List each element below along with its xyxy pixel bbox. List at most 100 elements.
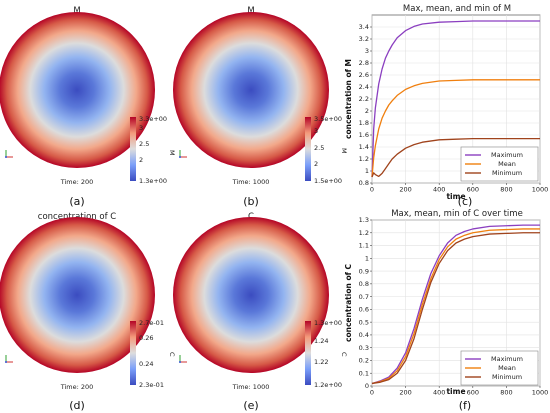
panel-e-caption: (e) (243, 399, 258, 412)
y-tick-label: 1.2 (359, 155, 369, 163)
chart-c: Max, mean, and min of M 0 200 400 600 800 100… (344, 4, 548, 208)
y-tick-label: 1 (365, 255, 369, 263)
chart-f: Max, mean, min of C over time 0 200 400 600… (344, 209, 548, 412)
panel-a-colorbar (130, 117, 136, 181)
colorbar-tick: 2 (314, 160, 318, 168)
y-tick-label: 0.8 (359, 280, 369, 288)
chart-f-title: Max, mean, min of C over time (391, 209, 523, 219)
chart-c-legend: Maximum Mean Minimum (460, 146, 539, 182)
y-tick-label: 2.8 (359, 59, 369, 67)
panel-a-caption: (a) (69, 195, 84, 208)
panel-d: concentration of C 2.7e-01 0.26 0.24 2.3… (0, 212, 176, 412)
panel-e-title: C (248, 212, 254, 222)
chart-c-ylabel: concentration of M (344, 59, 353, 139)
panel-b: M 3.5e+00 3 2.5 2 1.5e+00 M Time: 1000 (… (173, 6, 348, 208)
x-tick-label: 200 (399, 389, 411, 397)
panel-b-time: Time: 1000 (232, 178, 270, 186)
x-tick-label: 600 (467, 186, 479, 194)
colorbar-tick: 2.5 (314, 144, 324, 152)
y-tick-label: 0 (365, 382, 369, 390)
y-tick-label: 0.2 (359, 357, 369, 365)
y-tick-label: 1.8 (359, 119, 369, 127)
legend-mean: Mean (498, 364, 516, 372)
y-tick-label: 0.8 (359, 179, 369, 187)
series-line-minimum (371, 137, 540, 178)
panel-a: M 3.3e+00 3 2.5 2 1.3e+00 M Time: 200 (a… (0, 6, 176, 208)
x-tick-label: 800 (500, 389, 512, 397)
y-tick-label: 2 (365, 107, 369, 115)
axes-orientation-icon (5, 355, 13, 363)
legend-minimum: Minimum (492, 373, 522, 381)
chart-c-lines (371, 20, 540, 178)
panel-d-colorbar-ticks: 2.7e-01 0.26 0.24 2.3e-01 (139, 319, 164, 389)
y-tick-label: 3.4 (359, 23, 369, 31)
panel-a-colorbar-ticks: 3.3e+00 3 2.5 2 1.3e+00 (139, 115, 167, 185)
panel-e-disc (173, 217, 329, 373)
panel-e-colorbar-label: C (340, 352, 348, 357)
y-tick-label: 1.3 (359, 216, 369, 224)
panel-d-caption: (d) (69, 399, 85, 412)
x-tick-label: 800 (500, 186, 512, 194)
series-line-maximum (371, 20, 540, 178)
colorbar-tick: 1.22 (314, 358, 328, 366)
panel-d-title: concentration of C (38, 212, 116, 222)
panel-b-caption: (b) (243, 195, 259, 208)
y-tick-label: 1.6 (359, 131, 369, 139)
series-line-mean (371, 228, 540, 385)
panel-d-colorbar (130, 321, 136, 385)
panel-e-colorbar (305, 321, 311, 385)
y-tick-label: 2.4 (359, 83, 369, 91)
colorbar-tick: 1.24 (314, 337, 328, 345)
y-tick-label: 3 (365, 47, 369, 55)
panel-b-colorbar-ticks: 3.5e+00 3 2.5 2 1.5e+00 (314, 115, 342, 185)
axes-orientation-icon (179, 355, 187, 363)
panel-b-colorbar-label: M (340, 148, 348, 154)
colorbar-tick: 0.24 (139, 360, 153, 368)
x-tick-label: 400 (433, 186, 445, 194)
colorbar-tick: 2.7e-01 (139, 319, 164, 327)
legend-minimum: Minimum (492, 169, 522, 177)
panel-a-disc (0, 12, 155, 168)
colorbar-tick: 2 (139, 156, 143, 164)
panel-e-colorbar-ticks: 1.3e+00 1.24 1.22 1.2e+00 (314, 319, 342, 389)
y-tick-label: 0.4 (359, 331, 369, 339)
legend-mean: Mean (498, 160, 516, 168)
colorbar-tick: 1.3e+00 (314, 319, 342, 327)
chart-f-ylabel: concentration of C (344, 264, 353, 342)
series-line-minimum (371, 232, 540, 385)
x-tick-label: 1000 (532, 186, 549, 194)
chart-c-xlabel: time (446, 192, 465, 201)
chart-f-caption: (f) (459, 399, 471, 412)
panel-d-colorbar-label: C (168, 352, 176, 357)
panel-a-colorbar-label: M (168, 150, 176, 156)
chart-c-title: Max, mean, and min of M (403, 4, 511, 14)
x-tick-label: 400 (433, 389, 445, 397)
panel-a-time: Time: 200 (60, 178, 94, 186)
legend-maximum: Maximum (491, 151, 523, 159)
axes-orientation-icon (5, 150, 13, 158)
panel-b-title: M (247, 6, 254, 16)
axes-orientation-icon (179, 150, 187, 158)
panel-e-time: Time: 1000 (232, 383, 270, 391)
y-tick-label: 2.6 (359, 71, 369, 79)
chart-c-ticks: 0 200 400 600 800 1000 0.8 1 1.2 1.4 1.6 1.8 2 2.2 2.4… (359, 23, 549, 193)
panel-b-colorbar (305, 117, 311, 181)
y-tick-label: 1 (365, 167, 369, 175)
y-tick-label: 0.6 (359, 306, 369, 314)
y-tick-label: 1.1 (359, 242, 369, 250)
chart-f-ticks: 0 200 400 600 800 1000 0 0.1 0.2 0.3 0.4 0.5 0.6 0.7 0… (359, 216, 549, 396)
colorbar-tick: 1.3e+00 (139, 177, 167, 185)
panel-d-time: Time: 200 (60, 383, 94, 391)
x-tick-label: 0 (370, 389, 374, 397)
series-line-mean (371, 79, 540, 178)
x-tick-label: 1000 (532, 389, 549, 397)
y-tick-label: 1.2 (359, 229, 369, 237)
y-tick-label: 0.5 (359, 318, 369, 326)
panel-a-title: M (73, 6, 80, 16)
chart-f-legend: Maximum Mean Minimum (460, 350, 539, 386)
y-tick-label: 0.7 (359, 293, 369, 301)
colorbar-tick: 1.5e+00 (314, 177, 342, 185)
panel-d-disc (0, 217, 155, 373)
chart-f-lines (371, 224, 540, 385)
